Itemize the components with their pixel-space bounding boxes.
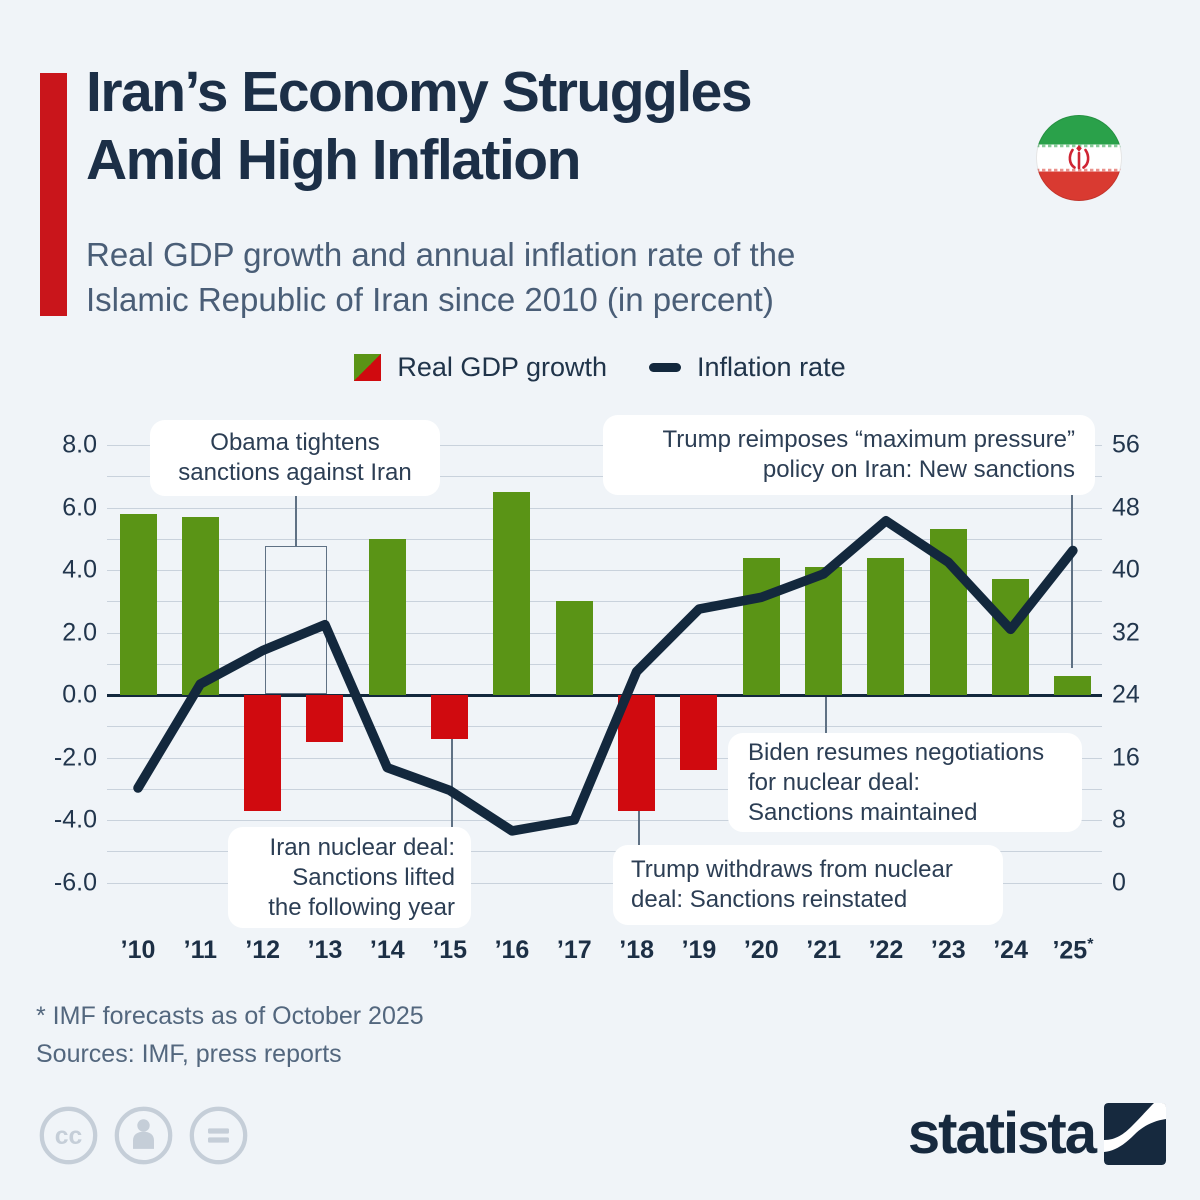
nuclear-deal-annotation-connector [451,737,453,827]
x-axis-label: ’13 [307,936,343,964]
y-axis-label-right: 0 [1112,868,1126,896]
gdp-bar [119,513,157,695]
gdp-bar [306,695,344,742]
y-axis-label-left: 2.0 [62,618,97,646]
gridline [107,851,1102,853]
x-axis-label: ’14 [369,936,405,964]
sanctions-period-bracket [265,546,327,694]
trump-2025-annotation-connector [1071,494,1073,668]
gdp-bar [493,491,531,695]
gdp-swatch-icon [354,354,382,381]
forecast-footnote: * IMF forecasts as of October 2025 [36,1002,424,1030]
x-axis-label: ’20 [743,936,779,964]
title-line-2: Amid High Inflation [86,128,581,192]
y-axis-label-left: -6.0 [53,868,97,896]
y-axis-label-left: -4.0 [53,805,97,834]
x-axis-label: ’23 [930,936,966,964]
annotation-trump-2018: Trump withdraws from nuclear deal: Sanct… [613,845,1003,925]
gdp-bar [555,601,593,695]
y-axis-label-right: 8 [1112,805,1126,834]
x-axis-label: ’16 [494,936,530,964]
chart-subtitle: Real GDP growth and annual inflation rat… [86,236,796,318]
gridline [107,882,1102,884]
y-axis-label-left: 0.0 [62,680,97,709]
title-line-1: Iran’s Economy Struggles [86,60,753,124]
y-axis-label-right: 56 [1112,430,1140,459]
x-axis-label: ’10 [120,936,156,964]
legend-item-inflation: Inflation rate [649,352,846,383]
svg-text:cc: cc [55,1123,83,1150]
statista-logo: statista [908,1103,1166,1165]
y-axis-label-right: 16 [1112,743,1140,771]
cc-icon: cc [39,1106,98,1165]
legend-item-gdp: Real GDP growth [354,352,607,383]
y-axis-label-left: -2.0 [53,743,97,771]
license-icons: cc [38,1105,249,1166]
x-axis-label: ’22 [868,936,904,964]
gdp-bar [368,538,406,695]
statista-mark-icon [1104,1103,1166,1165]
gdp-bar [867,557,905,695]
legend: Real GDP growth Inflation rate [0,352,1200,383]
annotation-biden: Biden resumes negotiations for nuclear d… [728,733,1082,832]
gdp-bar [992,579,1030,695]
statista-wordmark: statista [907,1101,1097,1166]
equals-icon [189,1106,248,1165]
annotation-obama: Obama tightens sanctions against Iran [150,420,440,496]
y-axis-label-right: 48 [1112,493,1140,521]
y-axis-label-left: 8.0 [62,430,97,459]
annotation-nuclear-deal: Iran nuclear deal: Sanctions lifted the … [228,827,471,928]
gdp-bar [1054,676,1092,695]
y-axis-label-left: 6.0 [62,493,97,521]
x-axis-label: ’11 [183,936,218,964]
y-axis-label-right: 32 [1112,618,1140,646]
gdp-bar [929,529,967,695]
forecast-asterisk: * [1087,936,1094,953]
attribution-person-icon [114,1106,173,1165]
gdp-bar [618,695,656,811]
x-axis-label: ’17 [556,936,592,964]
gridline [107,507,1102,509]
annotation-trump-2025: Trump reimposes “maximum pressure” polic… [603,415,1095,495]
trump-2018-annotation-connector [638,809,640,846]
iran-flag-icon [1036,115,1122,201]
inflation-line-swatch-icon [649,363,681,372]
title-accent-bar [40,73,67,316]
obama-annotation-connector [295,494,297,546]
page-title: Iran’s Economy Struggles Amid High Infla… [86,58,753,194]
legend-inflation-label: Inflation rate [697,352,846,382]
gdp-bar [431,695,469,739]
x-axis-label: ’18 [619,936,655,964]
x-axis-label: ’21 [806,936,842,964]
x-axis-label: ’15 [432,936,468,964]
y-axis-label-right: 40 [1112,555,1140,584]
x-axis-label: ’24 [993,936,1028,964]
x-axis-label: ’12 [245,936,281,964]
biden-annotation-connector [825,697,827,735]
x-axis-label: ’25* [1052,936,1094,965]
legend-gdp-label: Real GDP growth [397,352,607,382]
gdp-bar [805,566,843,695]
gdp-bar [742,557,780,695]
y-axis-label-left: 4.0 [62,555,97,584]
gdp-bar [680,695,718,770]
x-axis-label: ’19 [681,936,717,964]
y-axis-label-right: 24 [1112,680,1140,709]
gdp-bar [244,695,282,811]
gdp-bar [181,516,219,695]
sources-footnote: Sources: IMF, press reports [36,1040,342,1068]
